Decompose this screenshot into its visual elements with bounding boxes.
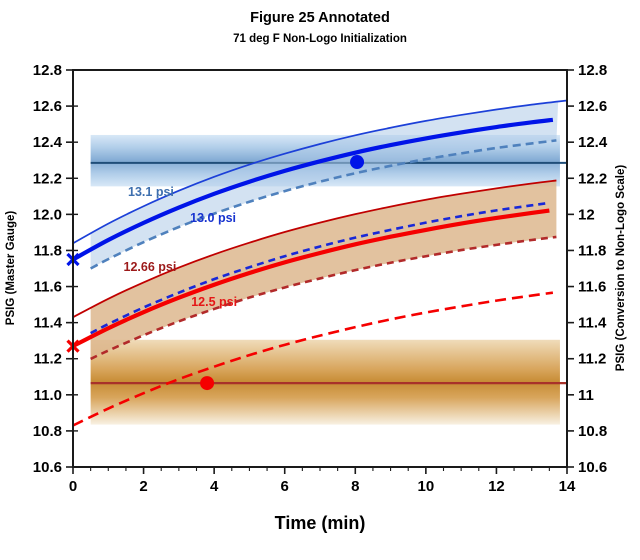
label-13-0-psi: 13.0 psi xyxy=(190,211,236,225)
y-right-tick-label: 10.8 xyxy=(578,423,607,440)
y-left-tick-label: 12.0 xyxy=(33,206,62,223)
blue-uncertainty-fill xyxy=(90,101,559,269)
y-right-tick-label: 11.8 xyxy=(578,242,606,259)
y-axis-title-left: PSIG (Master Gauge) xyxy=(5,211,17,326)
y-right-tick-label: 11.6 xyxy=(578,279,606,296)
red-data-point xyxy=(200,376,215,391)
series-red-dashed-light-low xyxy=(72,291,554,427)
x-tick-label: 12 xyxy=(488,478,505,495)
y-left-tick-label: 11.0 xyxy=(34,387,62,404)
markers-layer xyxy=(66,155,365,391)
x-tick-label: 2 xyxy=(139,478,147,495)
y-left-tick-label: 12.6 xyxy=(33,98,62,115)
y-left-tick-label: 11.4 xyxy=(34,315,63,332)
x-axis-title: Time (min) xyxy=(275,513,366,533)
series-blue-dashed-lower xyxy=(90,139,557,270)
y-left-tick-label: 11.8 xyxy=(34,242,62,259)
x-tick-label: 6 xyxy=(281,478,289,495)
y-right-tick-label: 11.2 xyxy=(578,351,606,368)
y-right-tick-label: 12.2 xyxy=(578,170,607,187)
y-right-tick-label: 12 xyxy=(578,206,595,223)
x-tick-label: 14 xyxy=(559,478,576,495)
series-blue-dashed-tracking-red xyxy=(90,201,550,335)
y-right-tick-label: 10.6 xyxy=(578,459,607,476)
y-left-tick-label: 12.2 xyxy=(33,170,62,187)
label-12-5-psi: 12.5 psi xyxy=(191,295,237,309)
series-red-dashed-dark-lower xyxy=(90,235,557,361)
y-right-tick-label: 12.4 xyxy=(578,134,608,151)
series-blue-thick-gauge xyxy=(71,117,554,262)
y-right-tick-label: 11 xyxy=(578,387,594,404)
plot-border xyxy=(72,69,568,468)
x-tick-label: 0 xyxy=(69,478,77,495)
x-tick-label: 10 xyxy=(418,478,435,495)
chart-subtitle: 71 deg F Non-Logo Initialization xyxy=(233,33,407,45)
label-12-66-psi: 12.66 psi xyxy=(124,260,177,274)
label-13-1-psi: 13.1 psi xyxy=(128,185,174,199)
series-red-thick-gauge xyxy=(72,208,550,348)
y-left-tick-label: 10.8 xyxy=(33,423,62,440)
y-left-tick-label: 11.6 xyxy=(34,279,62,296)
chart-title: Figure 25 Annotated xyxy=(250,10,390,26)
uncertainty-fills-layer xyxy=(90,101,559,359)
tan-uncertainty-fill xyxy=(90,180,557,359)
y-right-tick-label: 11.4 xyxy=(578,315,607,332)
y-left-tick-label: 12.8 xyxy=(33,62,62,79)
y-left-tick-label: 10.6 xyxy=(33,459,62,476)
x-tick-label: 8 xyxy=(351,478,359,495)
y-right-tick-label: 12.6 xyxy=(578,98,607,115)
blue-data-point xyxy=(350,155,365,170)
y-left-tick-label: 12.4 xyxy=(33,134,63,151)
y-axis-title-right: PSIG (Conversion to Non-Logo Scale) xyxy=(615,165,627,372)
series-red-thin-upper xyxy=(72,179,557,319)
axes-layer: 12.8 12.8 12.6 12.6 12.4 12.4 12.2 12.2 12.0 12 11… xyxy=(33,62,608,495)
y-right-tick-label: 12.8 xyxy=(578,62,607,79)
x-tick-label: 4 xyxy=(210,478,219,495)
y-left-tick-label: 11.2 xyxy=(34,351,62,368)
series-curves-layer xyxy=(71,99,568,427)
annotations-layer: 13.1 psi 13.0 psi 12.66 psi 12.5 psi xyxy=(124,185,238,309)
series-blue-thin-upper xyxy=(72,99,568,244)
